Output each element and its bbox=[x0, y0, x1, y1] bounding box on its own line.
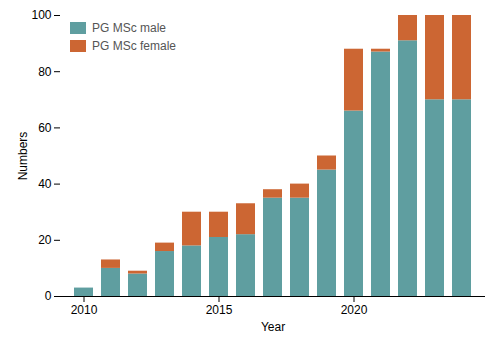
svg-text:20: 20 bbox=[38, 233, 52, 247]
svg-text:60: 60 bbox=[38, 121, 52, 135]
svg-text:Year: Year bbox=[261, 320, 285, 334]
svg-text:100: 100 bbox=[31, 8, 51, 22]
html-text:PG MSc male: PG MSc male bbox=[92, 21, 166, 35]
svg-text:0: 0 bbox=[45, 289, 52, 303]
svg-text:80: 80 bbox=[38, 65, 52, 79]
svg-text:40: 40 bbox=[38, 177, 52, 191]
svg-text:Numbers: Numbers bbox=[16, 132, 30, 181]
svg-text:2020: 2020 bbox=[341, 303, 368, 317]
svg-text:2010: 2010 bbox=[71, 303, 98, 317]
html-text:PG MSc female: PG MSc female bbox=[92, 39, 176, 53]
svg-text:2015: 2015 bbox=[206, 303, 233, 317]
